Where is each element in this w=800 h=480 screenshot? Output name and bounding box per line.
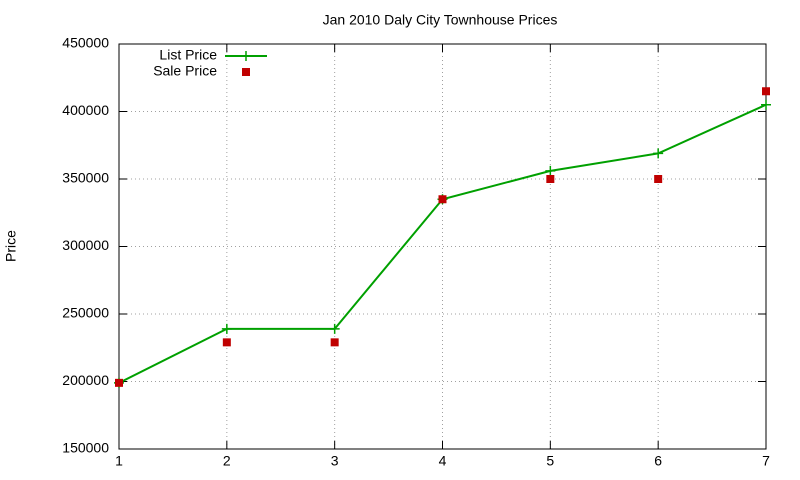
legend-label: Sale Price <box>153 63 217 79</box>
x-tick-label: 1 <box>115 453 123 469</box>
x-tick-label: 6 <box>654 453 662 469</box>
y-tick-label: 200000 <box>62 372 109 388</box>
x-tick-label: 4 <box>439 453 447 469</box>
legend-label: List Price <box>159 47 217 63</box>
y-axis-label: Price <box>3 230 19 262</box>
y-tick-label: 150000 <box>62 440 109 456</box>
plot-frame <box>118 43 767 450</box>
y-tick-label: 400000 <box>62 102 109 118</box>
y-tick-label: 350000 <box>62 170 109 186</box>
y-tick-label: 250000 <box>62 305 109 321</box>
point-marker <box>762 87 770 96</box>
point-marker <box>546 175 555 183</box>
x-tick-label: 3 <box>331 453 339 469</box>
x-tick-label: 7 <box>762 453 770 469</box>
point-marker <box>222 338 231 347</box>
point-marker <box>438 195 447 204</box>
y-tick-label: 450000 <box>62 35 109 51</box>
series-line <box>118 103 767 384</box>
y-tick-label: 300000 <box>62 237 109 253</box>
point-marker <box>330 338 339 347</box>
point-marker <box>115 378 123 387</box>
legend-marker <box>242 68 250 76</box>
chart-title: Jan 2010 Daly City Townhouse Prices <box>323 12 558 28</box>
point-marker <box>545 165 556 176</box>
point-marker <box>761 99 771 110</box>
point-marker <box>654 175 663 183</box>
point-marker <box>653 148 664 159</box>
x-tick-label: 5 <box>546 453 554 469</box>
point-marker <box>221 323 232 334</box>
legend-marker <box>241 51 251 61</box>
x-tick-label: 2 <box>223 453 231 469</box>
point-marker <box>329 323 340 334</box>
